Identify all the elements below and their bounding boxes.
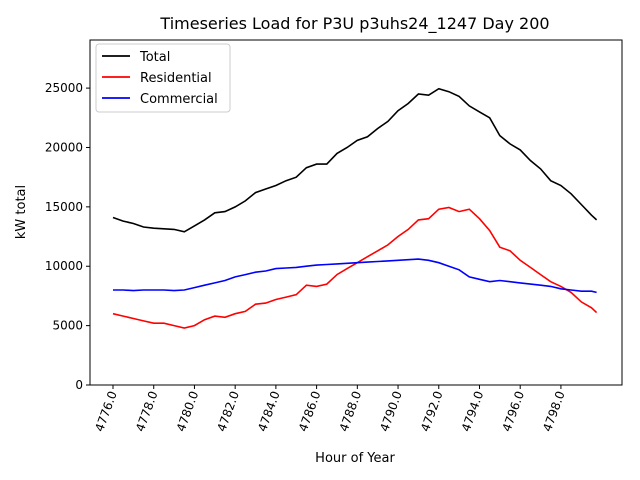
y-tick-label: 5000 [52,319,83,333]
x-tick-label: 4784.0 [255,389,283,433]
y-tick-label: 15000 [45,200,83,214]
x-tick-label: 4780.0 [174,389,202,433]
y-tick-label: 10000 [45,259,83,273]
series-line-total [112,87,598,233]
legend: Total Residential Commercial [95,43,231,113]
plot-frame [89,39,623,386]
x-tick-label: 4798.0 [540,389,568,433]
x-tick-label: 4782.0 [214,389,242,433]
y-tick-label: 20000 [45,140,83,154]
x-tick-label: 4786.0 [296,389,324,433]
y-tick-label: 0 [75,378,83,392]
y-axis-label: kW total [14,185,29,239]
y-tick-label: 25000 [45,81,83,95]
x-tick-label: 4778.0 [133,389,161,433]
x-axis-label: Hour of Year [315,451,395,466]
legend-box [95,43,231,113]
chart-title: Timeseries Load for P3U p3uhs24_1247 Day… [159,14,549,34]
legend-label-total: Total [139,50,170,65]
x-tick-label: 4792.0 [418,389,446,433]
x-tick-label: 4794.0 [459,389,487,433]
x-tick-label: 4788.0 [337,389,365,433]
series-line-residential [112,206,598,329]
x-tick-label: 4776.0 [92,389,120,433]
legend-label-residential: Residential [140,71,212,86]
x-tick-label: 4796.0 [499,389,527,433]
series-line-commercial [113,258,597,294]
x-tick-label: 4790.0 [377,389,405,433]
legend-label-commercial: Commercial [140,92,218,107]
